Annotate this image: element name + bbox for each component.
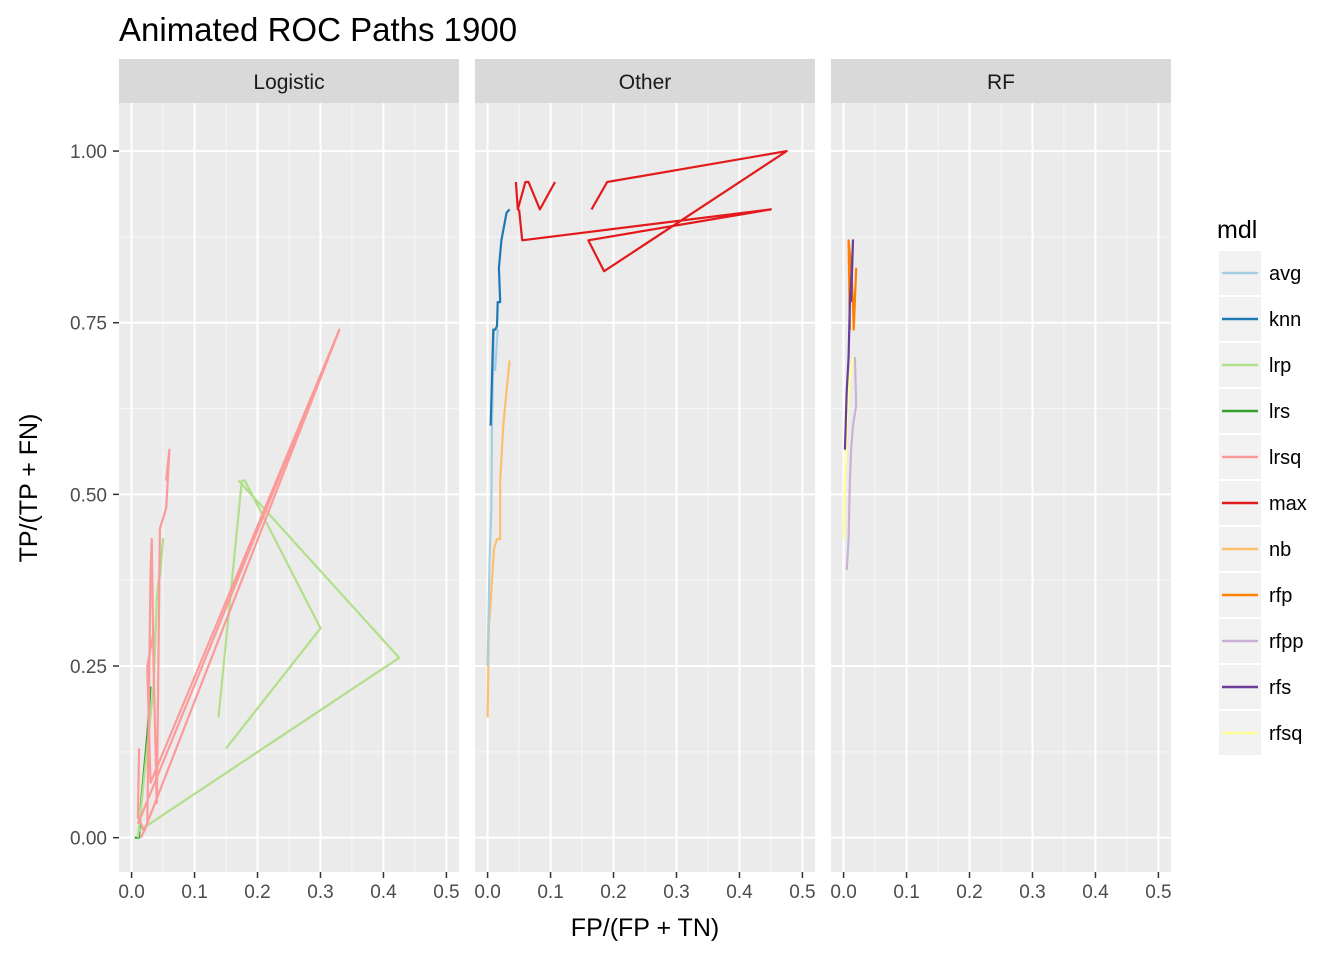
- legend-label-rfsq: rfsq: [1269, 723, 1302, 745]
- facet-panel-rf: RF 0.0 0.1 0.2 0.3 0.4 0.5: [830, 59, 1172, 903]
- x-tick-label: 0.4: [726, 882, 753, 903]
- x-tick-label: 0.1: [537, 882, 563, 903]
- legend-label-rfpp: rfpp: [1269, 631, 1303, 653]
- chart-title: Animated ROC Paths 1900: [119, 11, 517, 48]
- legend-label-lrp: lrp: [1269, 355, 1291, 377]
- series-line-rfpp: [845, 356, 858, 570]
- series-line-knn: [489, 208, 511, 426]
- legend-label-lrsq: lrsq: [1269, 447, 1301, 469]
- legend-label-nb: nb: [1269, 539, 1291, 561]
- legend: mdl avg knn lrp lrs lrsq max nb rfp rfpp rfs rfsq: [1217, 216, 1307, 755]
- y-axis-title: TP/(TP + FN): [15, 414, 43, 563]
- legend-label-knn: knn: [1269, 309, 1301, 331]
- series-line-lrp: [138, 479, 401, 832]
- series-line-max: [514, 180, 556, 211]
- y-tick-label: 0.25: [70, 657, 107, 678]
- y-tick-label: 1.00: [70, 142, 107, 163]
- x-tick-label: 0.2: [244, 882, 270, 903]
- series-line-avg: [486, 328, 499, 667]
- x-tick-label: 0.3: [1019, 882, 1045, 903]
- y-tick-label: 0.50: [70, 485, 107, 506]
- facet-strip-label: Other: [619, 71, 672, 94]
- y-tick-label: 0.75: [70, 314, 107, 335]
- facet-panel-other: Other 0.0 0.1 0.2 0.3 0.4 0.5: [474, 59, 816, 903]
- x-tick-label: 0.0: [830, 882, 856, 903]
- facet-panel-logistic: Logistic 0.0 0.1 0.2 0.3 0.4 0.5 0.00 0.25 0.50 0.…: [70, 59, 460, 903]
- legend-label-rfp: rfp: [1269, 585, 1292, 607]
- x-tick-label: 0.2: [600, 882, 626, 903]
- legend-label-max: max: [1269, 493, 1307, 515]
- facet-panels: Logistic 0.0 0.1 0.2 0.3 0.4 0.5 0.00 0.25 0.50 0.…: [70, 59, 1172, 903]
- x-tick-label: 0.0: [118, 882, 144, 903]
- facet-strip-label: RF: [987, 71, 1015, 94]
- x-tick-label: 0.3: [307, 882, 333, 903]
- x-tick-label: 0.4: [1082, 882, 1109, 903]
- facet-strip-label: Logistic: [253, 71, 324, 94]
- legend-label-rfs: rfs: [1269, 677, 1291, 699]
- y-tick-label: 0.00: [70, 829, 107, 850]
- legend-label-lrs: lrs: [1269, 401, 1290, 423]
- legend-title: mdl: [1217, 216, 1257, 244]
- x-tick-label: 0.0: [474, 882, 500, 903]
- x-tick-label: 0.4: [370, 882, 397, 903]
- facet-strip: [119, 59, 459, 103]
- x-tick-label: 0.5: [1145, 882, 1171, 903]
- x-tick-label: 0.3: [663, 882, 689, 903]
- x-tick-label: 0.5: [433, 882, 459, 903]
- legend-label-avg: avg: [1269, 263, 1301, 285]
- series-line-lrsq: [136, 329, 341, 825]
- x-tick-label: 0.2: [956, 882, 982, 903]
- series-line-lrp: [217, 479, 322, 750]
- facet-strip: [475, 59, 815, 103]
- x-tick-label: 0.1: [181, 882, 207, 903]
- x-axis-title: FP/(FP + TN): [571, 914, 719, 942]
- series-line-rfs: [843, 239, 855, 450]
- facet-strip: [831, 59, 1171, 103]
- x-tick-label: 0.5: [789, 882, 815, 903]
- series-line-max: [518, 150, 788, 273]
- x-tick-label: 0.1: [893, 882, 919, 903]
